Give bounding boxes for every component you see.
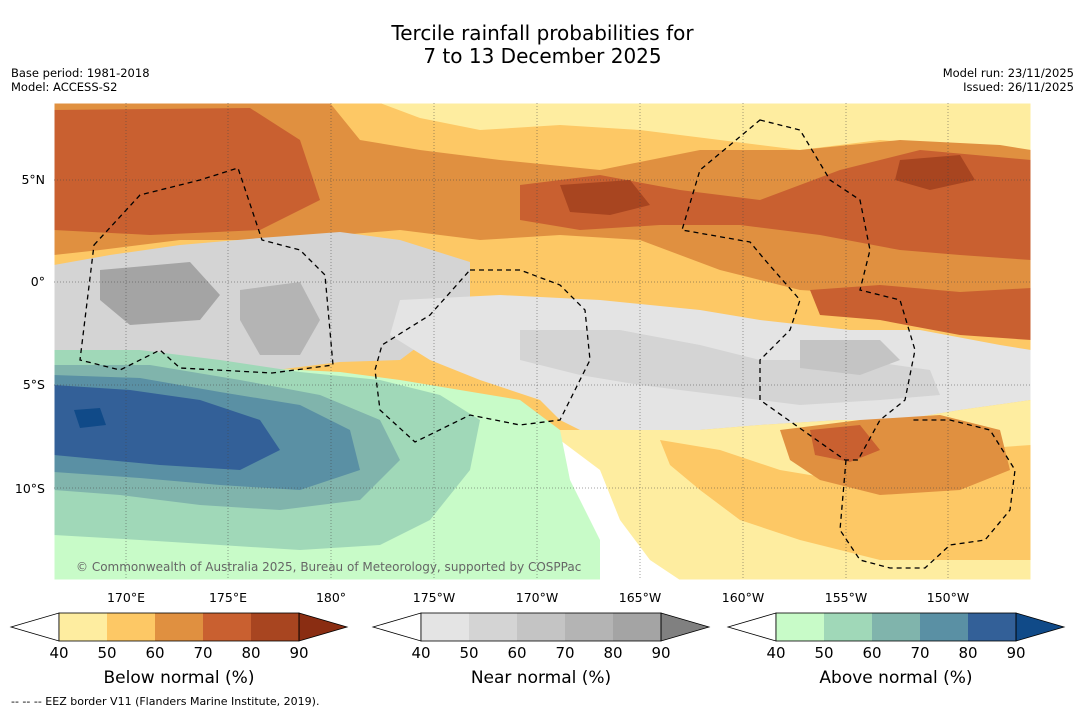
cb-above-under <box>726 612 777 642</box>
cb-below-1 <box>59 613 107 641</box>
cb-below-4 <box>203 613 251 641</box>
cb-near-tick: 60 <box>507 644 527 662</box>
map-title: Tercile rainfall probabilities for 7 to … <box>0 22 1085 68</box>
cb-below-tick: 60 <box>145 644 165 662</box>
cb-below-tick: 80 <box>241 644 261 662</box>
cb-below-tick: 50 <box>97 644 117 662</box>
cb-below-tick: 70 <box>193 644 213 662</box>
cb-near-tick: 50 <box>459 644 479 662</box>
cb-near-2 <box>469 613 517 641</box>
lon-label-175e: 175°E <box>208 590 247 605</box>
cb-above-5 <box>968 613 1016 641</box>
lat-label-5n: 5°N <box>21 172 45 187</box>
meta-left: Base period: 1981-2018 Model: ACCESS-S2 <box>11 66 150 94</box>
title-line-1: Tercile rainfall probabilities for <box>391 21 694 45</box>
lon-label-150w: 150°W <box>926 590 970 605</box>
cb-below-tick: 40 <box>49 644 69 662</box>
cb-near-3 <box>517 613 565 641</box>
cb-below-tick: 90 <box>289 644 309 662</box>
eez-borders <box>79 119 1016 569</box>
model-name: Model: ACCESS-S2 <box>11 80 118 94</box>
colorbar-above-normal <box>726 612 1066 642</box>
cb-near-4 <box>565 613 613 641</box>
lon-label-175w: 175°W <box>412 590 456 605</box>
cb-above-over <box>1015 612 1066 642</box>
map-frame <box>53 102 1032 581</box>
lon-label-170e: 170°E <box>106 590 145 605</box>
gridlines <box>54 103 1031 580</box>
cb-below-under <box>9 612 60 642</box>
cb-near-5 <box>613 613 661 641</box>
lon-label-155w: 155°W <box>824 590 868 605</box>
cb-above-tick: 70 <box>910 644 930 662</box>
cb-above-tick: 50 <box>814 644 834 662</box>
cb-near-tick: 70 <box>555 644 575 662</box>
cb-below-5 <box>251 613 299 641</box>
cb-below-title: Below normal (%) <box>103 668 255 688</box>
lat-label-5s: 5°S <box>22 377 45 392</box>
cb-near-over <box>660 612 711 642</box>
lon-label-180: 180° <box>315 590 347 605</box>
cb-above-title: Above normal (%) <box>819 668 973 688</box>
issued-date: Issued: 26/11/2025 <box>963 80 1074 94</box>
cb-above-1 <box>776 613 824 641</box>
cb-below-3 <box>155 613 203 641</box>
copyright-text: © Commonwealth of Australia 2025, Bureau… <box>76 560 581 574</box>
cb-below-over <box>298 612 349 642</box>
cb-below-2 <box>107 613 155 641</box>
meta-right: Model run: 23/11/2025 Issued: 26/11/2025 <box>943 66 1074 94</box>
cb-above-tick: 60 <box>862 644 882 662</box>
lat-label-0: 0° <box>30 274 45 289</box>
lon-label-165w: 165°W <box>618 590 662 605</box>
lon-label-160w: 160°W <box>721 590 765 605</box>
cb-above-tick: 80 <box>958 644 978 662</box>
rainfall-field <box>54 103 1031 580</box>
cb-near-tick: 40 <box>411 644 431 662</box>
cb-near-title: Near normal (%) <box>470 668 612 688</box>
model-run: Model run: 23/11/2025 <box>942 66 1074 80</box>
cb-above-tick: 40 <box>766 644 786 662</box>
eez-footnote: -- -- -- EEZ border V11 (Flanders Marine… <box>11 695 320 708</box>
colorbar-near-normal <box>371 612 711 642</box>
cb-above-tick: 90 <box>1006 644 1026 662</box>
cb-above-4 <box>920 613 968 641</box>
lat-label-10s: 10°S <box>14 481 45 496</box>
cb-above-2 <box>824 613 872 641</box>
base-period: Base period: 1981-2018 <box>11 66 150 80</box>
title-line-2: 7 to 13 December 2025 <box>423 44 662 68</box>
lon-label-170w: 170°W <box>515 590 559 605</box>
cb-near-1 <box>421 613 469 641</box>
cb-near-under <box>371 612 422 642</box>
cb-above-3 <box>872 613 920 641</box>
cb-near-tick: 90 <box>651 644 671 662</box>
colorbar-below-normal <box>9 612 349 642</box>
cb-near-tick: 80 <box>603 644 623 662</box>
